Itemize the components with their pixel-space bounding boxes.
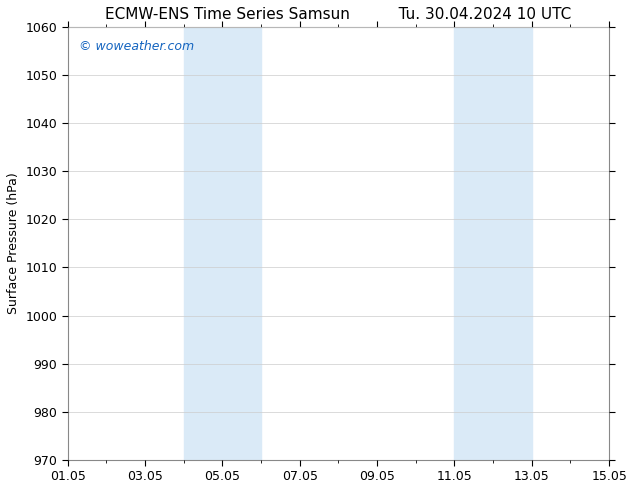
Bar	[455, 27, 532, 460]
Text: © woweather.com: © woweather.com	[79, 40, 194, 53]
Title: ECMW-ENS Time Series Samsun          Tu. 30.04.2024 10 UTC: ECMW-ENS Time Series Samsun Tu. 30.04.20…	[105, 7, 572, 22]
Bar	[184, 27, 261, 460]
Y-axis label: Surface Pressure (hPa): Surface Pressure (hPa)	[7, 172, 20, 314]
